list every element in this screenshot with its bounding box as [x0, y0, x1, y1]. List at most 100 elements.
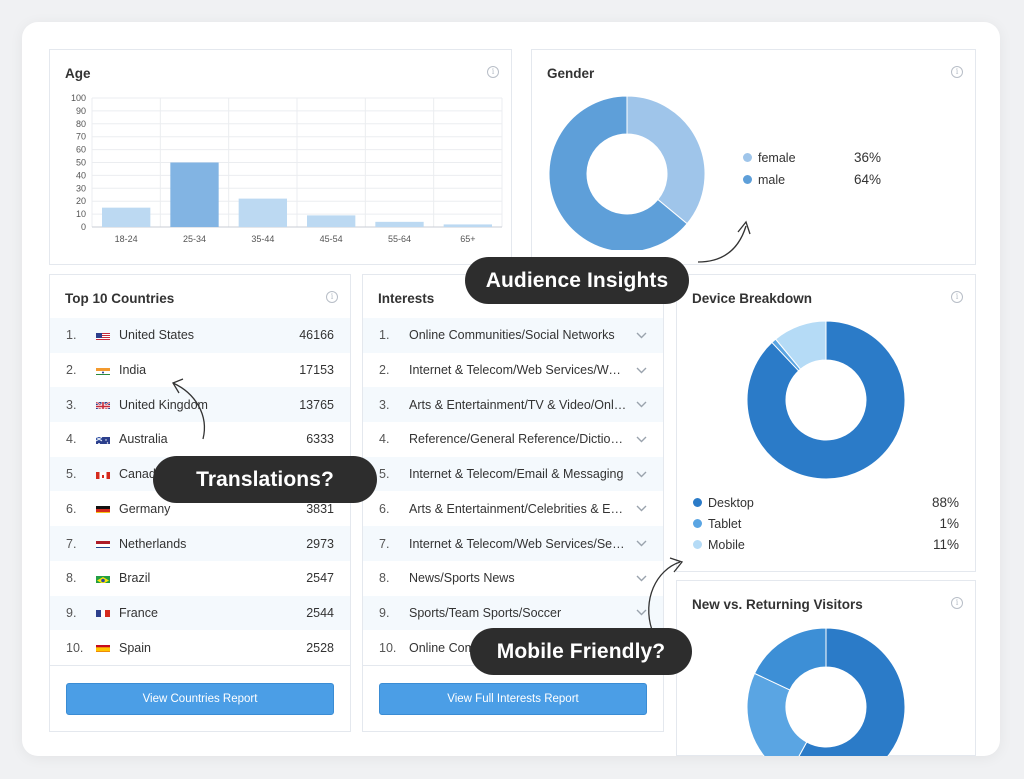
legend-dot [693, 498, 702, 507]
session-count: 17153 [299, 363, 334, 378]
list-item[interactable]: 7. Internet & Telecom/Web Services/Search… [363, 526, 663, 561]
visitors-slice-1[interactable] [746, 672, 808, 756]
rank-number: 7. [66, 536, 77, 551]
chevron-down-icon[interactable] [635, 575, 647, 582]
legend-value: 88% [931, 495, 959, 510]
device-donut-chart [746, 320, 906, 480]
list-item[interactable]: 7. Netherlands 2973 [50, 526, 350, 561]
flag-us-icon [96, 331, 110, 340]
interests-title: Interests [378, 291, 435, 306]
session-count: 2528 [306, 640, 334, 655]
info-icon[interactable]: i [326, 291, 338, 303]
gender-panel: Gender i female 36% male 64% [531, 49, 976, 265]
dashboard-frame: Age i 0 10 20 30 40 50 60 70 80 90 100 18-24 25-34 35… [22, 22, 1000, 756]
list-item[interactable]: 6. Arts & Entertainment/Celebrities & Ent… [363, 492, 663, 527]
countries-title: Top 10 Countries [65, 291, 175, 306]
legend-value: 36% [854, 150, 882, 165]
y-tick-label: 50 [76, 158, 86, 168]
list-item[interactable]: 1. United States 46166 [50, 318, 350, 353]
x-tick-label: 45-54 [320, 234, 343, 244]
rank-number: 5. [379, 467, 390, 482]
list-item[interactable]: 6. Germany 3831 [50, 492, 350, 527]
y-tick-label: 70 [76, 132, 86, 142]
age-bar-18-24[interactable] [102, 207, 151, 227]
list-item[interactable]: 4. Australia 6333 [50, 422, 350, 457]
device-slice-0[interactable] [746, 320, 906, 480]
chevron-down-icon[interactable] [635, 609, 647, 616]
translations-arrow [172, 378, 205, 440]
chevron-down-icon[interactable] [635, 471, 647, 478]
gender-legend-male: male 64% [743, 172, 881, 187]
visitors-slice-2[interactable] [753, 627, 827, 691]
flag-in-icon [96, 366, 110, 375]
list-item[interactable]: 9. France 2544 [50, 595, 350, 631]
list-item[interactable]: 9. Sports/Team Sports/Soccer [363, 595, 663, 631]
list-item[interactable]: 8. News/Sports News [363, 561, 663, 596]
info-icon[interactable]: i [487, 66, 499, 78]
visitors-donut-chart [746, 627, 906, 756]
list-item[interactable]: 5. Internet & Telecom/Email & Messaging [363, 456, 663, 492]
chevron-down-icon[interactable] [635, 332, 647, 339]
interests-panel: Interests 1. Online Communities/Social Ne… [362, 274, 664, 732]
rank-number: 4. [379, 432, 390, 447]
info-icon[interactable]: i [951, 597, 963, 609]
y-tick-label: 90 [76, 106, 86, 116]
mobile-friendly-callout: Mobile Friendly? [470, 628, 692, 675]
device-panel: Device Breakdown i Desktop 88% Tablet 1% Mob… [676, 274, 976, 572]
visitors-slice-0[interactable] [788, 627, 906, 756]
device-legend-item: Mobile 11% [693, 537, 959, 552]
list-item[interactable]: 3. Arts & Entertainment/TV & Video/Online… [363, 387, 663, 423]
x-tick-label: 55-64 [388, 234, 411, 244]
age-bar-25-34[interactable] [170, 162, 219, 228]
age-bar-35-44[interactable] [238, 198, 287, 227]
view-interests-report-button[interactable]: View Full Interests Report [379, 683, 647, 715]
visitors-panel: New vs. Returning Visitors i [676, 580, 976, 756]
flag-nl-icon [96, 539, 110, 549]
info-icon[interactable]: i [951, 291, 963, 303]
list-item[interactable]: 3. United Kingdom 13765 [50, 387, 350, 423]
y-tick-label: 20 [76, 196, 86, 206]
legend-label: Desktop [708, 495, 754, 510]
info-icon[interactable]: i [951, 66, 963, 78]
rank-number: 2. [379, 363, 390, 378]
age-panel: Age i 0 10 20 30 40 50 60 70 80 90 100 18-24 25-34 35… [49, 49, 512, 265]
chevron-down-icon[interactable] [635, 505, 647, 512]
rank-number: 10. [66, 640, 84, 655]
rank-number: 2. [66, 363, 77, 378]
list-item[interactable]: 8. Brazil 2547 [50, 561, 350, 596]
y-tick-label: 0 [81, 222, 86, 232]
country-name: Spain [119, 640, 151, 655]
view-countries-report-button[interactable]: View Countries Report [66, 683, 334, 715]
rank-number: 3. [379, 397, 390, 412]
gender-slice-1[interactable] [548, 95, 688, 250]
interest-name: Online Communities/Social Networks [409, 328, 615, 343]
list-item[interactable]: 2. India 17153 [50, 353, 350, 388]
country-name: Germany [119, 501, 171, 516]
device-slice-2[interactable] [774, 320, 827, 370]
session-count: 46166 [299, 328, 334, 343]
rank-number: 8. [66, 571, 77, 586]
list-item[interactable]: 4. Reference/General Reference/Dictionari… [363, 422, 663, 457]
legend-label: Tablet [708, 516, 742, 531]
flag-gb-icon [96, 400, 110, 410]
age-bar-65+[interactable] [443, 224, 492, 227]
mobile-arrow [648, 557, 684, 631]
age-bar-55-64[interactable] [375, 221, 424, 227]
age-bar-45-54[interactable] [307, 215, 356, 227]
x-tick-label: 18-24 [115, 234, 138, 244]
y-tick-label: 80 [76, 119, 86, 129]
gender-slice-0[interactable] [626, 95, 706, 225]
device-legend-item: Desktop 88% [693, 495, 959, 510]
list-item[interactable]: 1. Online Communities/Social Networks [363, 318, 663, 353]
visitors-title: New vs. Returning Visitors [692, 597, 863, 612]
session-count: 13765 [299, 397, 334, 412]
session-count: 3831 [306, 501, 334, 516]
list-item[interactable]: 2. Internet & Telecom/Web Services/Web De… [363, 353, 663, 388]
legend-dot [743, 153, 752, 162]
chevron-down-icon[interactable] [635, 401, 647, 408]
list-item[interactable]: 10. Spain 2528 [50, 630, 350, 665]
chevron-down-icon[interactable] [635, 367, 647, 374]
chevron-down-icon[interactable] [635, 436, 647, 443]
chevron-down-icon[interactable] [635, 540, 647, 547]
rank-number: 6. [379, 501, 390, 516]
